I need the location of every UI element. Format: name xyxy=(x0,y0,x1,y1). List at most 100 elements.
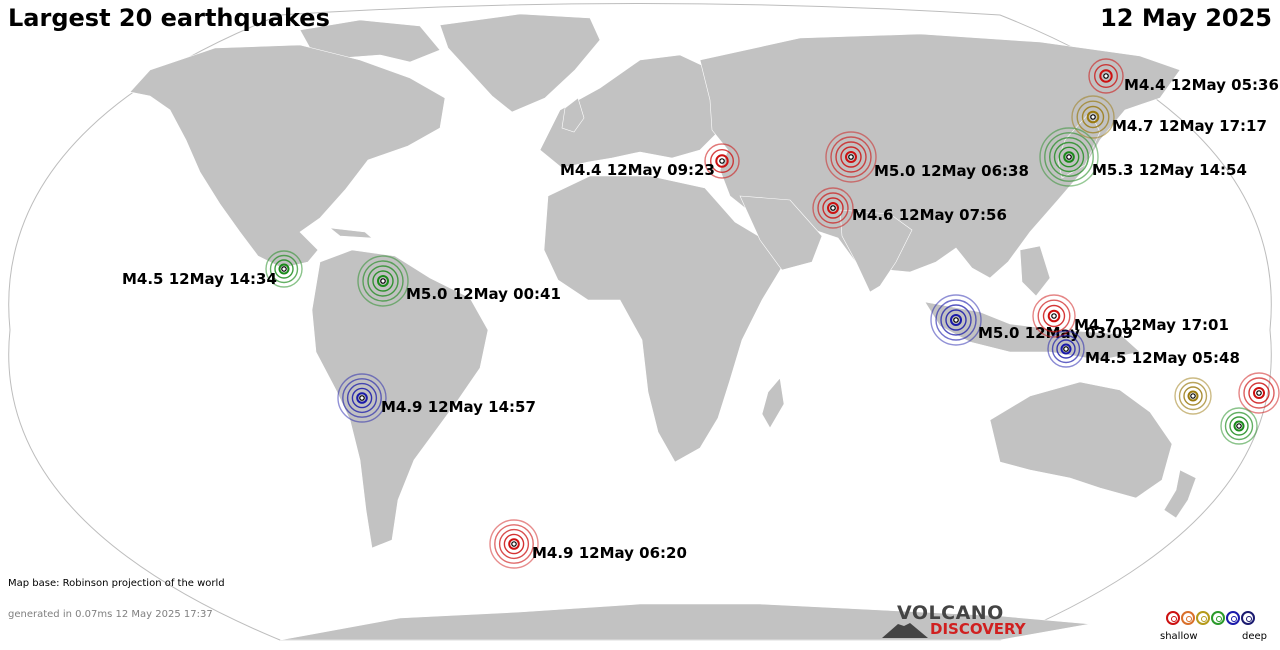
quake-epicenter xyxy=(830,205,836,211)
quake-label: M4.5 12May 05:48 xyxy=(1085,349,1240,367)
quake-label: M5.0 12May 00:41 xyxy=(406,285,561,303)
quake-ring xyxy=(346,382,378,414)
quake-ring xyxy=(1056,339,1076,359)
quake-ring xyxy=(1174,377,1212,415)
legend-depth-ring xyxy=(1166,611,1180,625)
volcanodiscovery-logo[interactable]: VOLCANO DISCOVERY xyxy=(882,602,1032,642)
quake-ring xyxy=(840,146,862,168)
quake-ring xyxy=(710,148,735,173)
quake-ring xyxy=(1076,100,1110,134)
india xyxy=(839,209,913,293)
quake-label: M4.7 12May 17:17 xyxy=(1112,117,1267,135)
madagascar xyxy=(761,377,785,429)
quake-ring xyxy=(1060,343,1072,355)
quake-label: M5.0 12May 03:09 xyxy=(978,324,1133,342)
quake-ring xyxy=(1081,105,1105,129)
quake-label: M4.4 12May 09:23 xyxy=(560,161,715,179)
quake-ring xyxy=(265,250,303,288)
quake-ring xyxy=(1238,372,1280,414)
quake-label: M4.7 12May 17:01 xyxy=(1074,316,1229,334)
quake-ring xyxy=(945,309,967,331)
logo-text-volcano: VOLCANO xyxy=(897,602,1004,624)
earthquake-marker[interactable]: M5.0 12May 00:41 xyxy=(357,255,561,307)
quake-ring xyxy=(812,187,854,229)
quake-label: M5.3 12May 14:54 xyxy=(1092,161,1247,179)
quake-ring xyxy=(1253,387,1265,399)
north-america xyxy=(129,44,446,269)
quake-ring xyxy=(1037,299,1071,333)
quake-ring xyxy=(1088,58,1124,94)
logo-text-discovery: DISCOVERY xyxy=(930,620,1026,638)
quake-ring xyxy=(1243,377,1275,409)
quake-ring xyxy=(489,519,539,569)
earthquake-marker[interactable]: M4.4 12May 05:36 xyxy=(1088,58,1279,94)
asia xyxy=(699,33,1181,289)
quake-ring xyxy=(498,528,530,560)
caribbean xyxy=(328,227,373,239)
quake-ring xyxy=(356,392,368,404)
quake-label: M4.6 12May 07:56 xyxy=(852,206,1007,224)
quake-epicenter xyxy=(953,317,959,323)
earthquake-marker[interactable]: M5.0 12May 06:38 xyxy=(825,131,1029,183)
quake-epicenter xyxy=(1190,393,1196,399)
earthquake-marker[interactable]: M4.5 12May 05:48 xyxy=(1047,330,1240,368)
earthquake-marker[interactable]: M5.0 12May 03:09 xyxy=(930,294,1133,346)
quake-ring xyxy=(704,143,740,179)
earthquake-marker[interactable]: M5.3 12May 14:54 xyxy=(1039,127,1247,187)
depth-legend: shallow deep xyxy=(1160,608,1270,648)
indonesia xyxy=(924,301,1141,361)
quake-label: M4.9 12May 06:20 xyxy=(532,544,687,562)
earthquake-marker[interactable] xyxy=(1238,372,1280,414)
quake-ring xyxy=(1058,146,1080,168)
map-base-note: Map base: Robinson projection of the wor… xyxy=(8,578,225,589)
landmasses xyxy=(129,13,1197,641)
greenland xyxy=(439,13,601,113)
quake-ring xyxy=(827,202,839,214)
quake-ring xyxy=(830,136,872,178)
earthquake-marker[interactable]: M4.7 12May 17:01 xyxy=(1032,294,1229,338)
quake-epicenter xyxy=(1063,346,1069,352)
quake-ring xyxy=(1071,95,1115,139)
quake-ring xyxy=(940,304,972,336)
legend-shallow-label: shallow xyxy=(1160,631,1198,642)
quake-ring xyxy=(367,265,399,297)
quake-ring xyxy=(845,151,857,163)
quake-ring xyxy=(269,254,299,284)
quake-ring xyxy=(1063,151,1075,163)
arabia xyxy=(739,195,823,271)
quake-epicenter xyxy=(1236,423,1242,429)
quake-ring xyxy=(1086,110,1100,124)
quake-ring xyxy=(1044,132,1094,182)
quake-ring xyxy=(342,378,382,418)
quake-ring xyxy=(1093,63,1118,88)
quake-epicenter xyxy=(848,154,854,160)
earthquake-marker[interactable]: M4.5 12May 14:34 xyxy=(122,250,303,288)
earthquake-marker[interactable]: M4.9 12May 14:57 xyxy=(337,373,536,423)
legend-deep-label: deep xyxy=(1242,631,1267,642)
quake-ring xyxy=(1032,294,1076,338)
quake-epicenter xyxy=(1090,114,1096,120)
quake-ring xyxy=(1229,416,1249,436)
quake-epicenter xyxy=(380,278,386,284)
earthquake-marker[interactable]: M4.9 12May 06:20 xyxy=(489,519,687,569)
quake-ring xyxy=(825,131,877,183)
earthquake-markers: M4.4 12May 05:36 M4.7 12May 17:17 M4.4 12M… xyxy=(122,58,1280,569)
quake-ring xyxy=(1047,330,1085,368)
quake-label: M4.5 12May 14:34 xyxy=(122,270,277,288)
quake-ring xyxy=(357,255,409,307)
earthquake-marker[interactable]: M4.7 12May 17:17 xyxy=(1071,95,1267,139)
quake-ring xyxy=(935,299,977,341)
quake-ring xyxy=(1183,386,1203,406)
earthquake-marker[interactable]: M4.6 12May 07:56 xyxy=(812,187,1007,229)
earthquake-marker[interactable] xyxy=(1174,377,1212,415)
quake-ring xyxy=(1178,381,1208,411)
generated-note: generated in 0.07ms 12 May 2025 17:37 xyxy=(8,609,213,620)
earthquake-marker[interactable] xyxy=(1220,407,1258,445)
uk xyxy=(561,97,585,133)
earthquake-marker[interactable]: M4.4 12May 09:23 xyxy=(560,143,740,179)
map-date: 12 May 2025 xyxy=(1100,4,1272,32)
quake-epicenter xyxy=(719,158,725,164)
quake-label: M4.9 12May 14:57 xyxy=(381,398,536,416)
quake-ring xyxy=(1187,390,1199,402)
